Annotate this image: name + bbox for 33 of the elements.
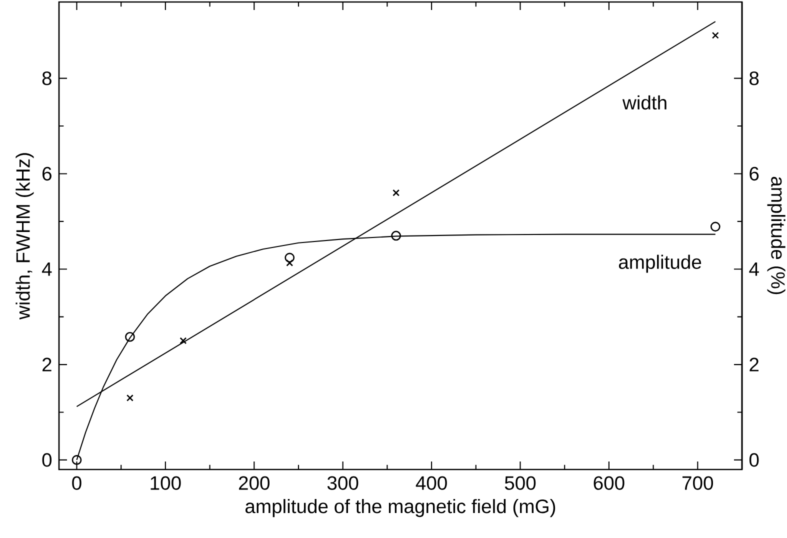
y2-tick-label: 2: [750, 358, 759, 372]
point: [286, 259, 294, 266]
point: [712, 32, 719, 39]
y2-tick-label: 0: [749, 453, 759, 467]
y-tick-label: 6: [42, 166, 52, 181]
y-axis-title: width, FWHM (kHz): [16, 153, 34, 320]
point: [284, 252, 295, 263]
x-tick-label: 100: [150, 476, 181, 490]
x-tick-label: 0: [72, 476, 82, 490]
point: [391, 230, 402, 241]
x-tick-label: 700: [682, 476, 714, 490]
x-tick-label: 400: [416, 476, 447, 490]
series-label: amplitude: [618, 254, 702, 273]
y2-tick-label: 8: [750, 71, 759, 86]
point: [126, 394, 134, 402]
x-tick-label: 500: [504, 476, 536, 490]
y-tick-label: 2: [42, 358, 52, 372]
point: [72, 455, 82, 465]
y-tick-label: 4: [42, 262, 52, 276]
x-tick-label: 200: [239, 476, 270, 490]
point: [180, 337, 187, 344]
point: [125, 332, 135, 342]
x-tick-label: 600: [594, 476, 624, 490]
y2-tick-label: 6: [750, 166, 759, 181]
y-tick-label: 8: [42, 71, 52, 86]
x-tick-label: 300: [327, 476, 358, 490]
point: [392, 189, 400, 196]
point: [710, 222, 720, 232]
y2-tick-label: 4: [749, 262, 759, 276]
y2-axis-title: amplitude (%): [767, 176, 786, 294]
series-label: width: [622, 95, 666, 110]
y-tick-label: 0: [42, 453, 52, 467]
x-axis-title: amplitude of the magnetic field (mG): [246, 499, 556, 518]
